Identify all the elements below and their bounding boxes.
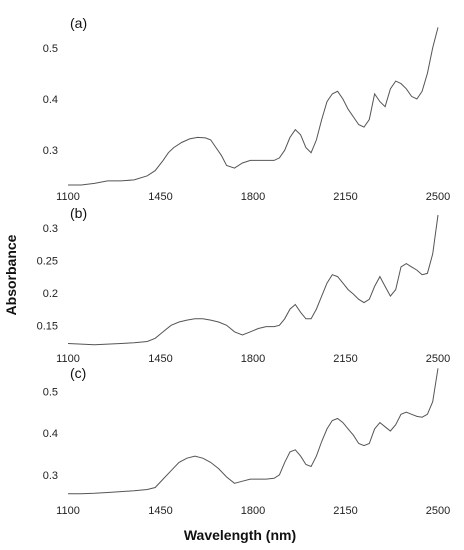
y-tick-label: 0.3 [43, 223, 58, 235]
series-line [67, 214, 439, 346]
x-tick-label: 2500 [426, 191, 450, 203]
x-tick-label: 2150 [333, 353, 357, 365]
x-tick-label: 2500 [426, 353, 450, 365]
y-tick-label: 0.3 [43, 470, 58, 482]
y-axis-title: Absorbance [3, 234, 19, 315]
x-tick-label: 2150 [333, 505, 357, 517]
x-axis-title: Wavelength (nm) [184, 527, 296, 543]
x-tick-label: 1100 [56, 353, 80, 365]
x-tick-label: 1800 [241, 191, 265, 203]
x-tick-label: 1100 [56, 505, 80, 517]
panels: (a) 0.3 0.4 0.5 1100 1450 1800 2150 2500 (b) 0.15 0… [37, 15, 451, 517]
panel-3: (c) 0.3 0.4 0.5 1100 1450 1800 2150 2500 [43, 365, 451, 517]
panel-label: (c) [70, 365, 86, 381]
x-tick-label: 1800 [241, 353, 265, 365]
panel-label: (b) [70, 205, 87, 221]
x-tick-label: 1450 [148, 191, 172, 203]
y-tick-label: 0.5 [43, 386, 58, 398]
x-tick-label: 2150 [333, 191, 357, 203]
y-tick-label: 0.5 [43, 43, 58, 55]
y-tick-label: 0.4 [43, 94, 58, 106]
panel-2: (b) 0.15 0.2 0.25 0.3 1100 1450 1800 2150 2500 [37, 205, 451, 365]
x-tick-label: 1800 [241, 505, 265, 517]
y-tick-label: 0.3 [43, 145, 58, 157]
x-tick-label: 1450 [148, 505, 172, 517]
y-tick-label: 0.2 [43, 288, 58, 300]
x-tick-label: 2500 [426, 505, 450, 517]
series-line [68, 368, 439, 495]
panel-label: (a) [70, 15, 87, 31]
y-tick-label: 0.15 [37, 320, 58, 332]
panel-1: (a) 0.3 0.4 0.5 1100 1450 1800 2150 2500 [43, 15, 451, 203]
series-line [68, 27, 439, 186]
x-tick-label: 1450 [148, 353, 172, 365]
y-tick-label: 0.25 [37, 255, 58, 267]
y-tick-label: 0.4 [43, 428, 58, 440]
x-tick-label: 1100 [56, 191, 80, 203]
